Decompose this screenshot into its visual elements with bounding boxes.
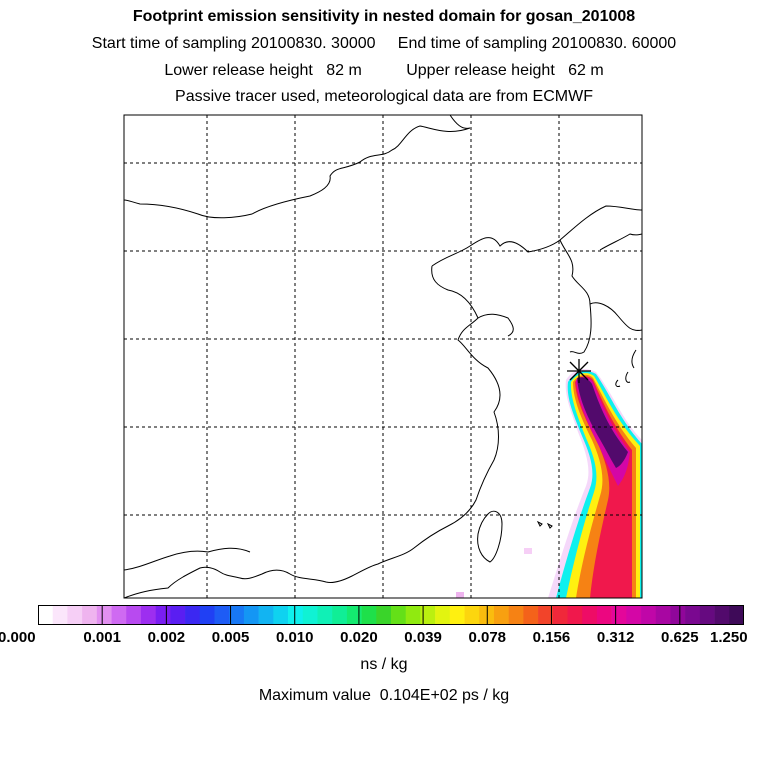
colorbar-swatch — [435, 605, 451, 625]
colorbar-swatch — [391, 605, 407, 625]
colorbar-swatch — [655, 605, 671, 625]
colorbar-swatch — [258, 605, 274, 625]
colorbar-swatch — [361, 605, 377, 625]
colorbar-swatch — [376, 605, 392, 625]
coast-china-east — [124, 265, 501, 598]
colorbar-tick-label: 0.010 — [275, 629, 314, 646]
colorbar-swatch — [273, 605, 289, 625]
colorbar-units: ns / kg — [360, 656, 408, 673]
colorbar-tick-label: 1.250 — [710, 629, 748, 646]
colorbar-swatch — [699, 605, 715, 625]
graticule — [124, 115, 642, 598]
coast-bohai — [477, 313, 514, 337]
colorbar-swatch — [685, 605, 701, 625]
colorbar-swatch — [479, 605, 495, 625]
colorbar-swatch — [243, 605, 259, 625]
hainan-and-south — [124, 547, 251, 571]
plume-speck — [524, 548, 532, 554]
colorbar-swatch — [552, 605, 568, 625]
map-frame — [123, 114, 643, 599]
plume-layer — [456, 369, 642, 598]
colorbar-swatch — [346, 605, 362, 625]
small-islands — [536, 520, 553, 529]
sampling-time-line: Start time of sampling 20100830. 30000 E… — [91, 35, 677, 52]
colorbar-tick-label: 0.000 — [0, 629, 36, 646]
colorbar-border — [38, 605, 744, 625]
colorbar-swatch — [288, 605, 304, 625]
colorbar-tick-label: 0.078 — [468, 629, 507, 646]
colorbar — [38, 605, 744, 625]
colorbar-swatch — [126, 605, 142, 625]
tracer-info-line: Passive tracer used, meteorological data… — [175, 88, 593, 105]
colorbar-tick-label: 0.039 — [404, 629, 442, 646]
colorbar-tick-label: 0.020 — [340, 629, 378, 646]
colorbar-swatch — [111, 605, 127, 625]
colorbar-swatch — [626, 605, 642, 625]
colorbar-swatch — [405, 605, 421, 625]
colorbar-swatch — [214, 605, 230, 625]
colorbar-swatch — [714, 605, 730, 625]
maximum-value-text: Maximum value 0.104E+02 ps / kg — [258, 687, 510, 704]
map-title: Footprint emission sensitivity in nested… — [132, 8, 636, 25]
border-north — [124, 115, 471, 219]
taiwan — [477, 510, 503, 563]
plume-band-red — [575, 376, 632, 598]
colorbar-swatch — [538, 605, 554, 625]
colorbar-swatch — [508, 605, 524, 625]
colorbar-swatch — [729, 605, 744, 625]
release-height-line: Lower release height 82 m Upper release … — [164, 62, 604, 79]
colorbar-swatch — [317, 605, 333, 625]
colorbar-swatch — [82, 605, 98, 625]
plume-core — [577, 377, 628, 468]
colorbar-dividers — [101, 605, 681, 625]
colorbar-tick-label: 0.002 — [147, 629, 186, 646]
colorbar-tick-label: 0.156 — [532, 629, 571, 646]
colorbar-swatch — [229, 605, 245, 625]
colorbar-tick-label: 0.005 — [211, 629, 250, 646]
colorbar-swatch — [38, 605, 54, 625]
colorbar-swatch — [464, 605, 480, 625]
colorbar-swatch — [670, 605, 686, 625]
colorbar-swatch — [420, 605, 436, 625]
plume-speck — [456, 592, 464, 598]
colorbar-tick-label: 0.312 — [596, 629, 635, 646]
colorbar-swatch — [611, 605, 627, 625]
colorbar-swatch — [449, 605, 465, 625]
colorbar-swatch — [332, 605, 348, 625]
colorbar-swatch — [199, 605, 215, 625]
colorbar-swatch — [596, 605, 612, 625]
colorbar-swatch — [582, 605, 598, 625]
colorbar-swatch — [523, 605, 539, 625]
colorbar-swatch — [67, 605, 83, 625]
coastlines — [124, 115, 642, 598]
colorbar-swatch — [493, 605, 509, 625]
japan-kyushu — [615, 349, 637, 387]
coast-korea-border — [431, 205, 642, 267]
colorbar-swatch — [52, 605, 68, 625]
colorbar-swatch — [155, 605, 171, 625]
colorbar-swatch — [641, 605, 657, 625]
colorbar-swatch — [302, 605, 318, 625]
colorbar-swatches — [38, 605, 744, 625]
colorbar-swatch — [96, 605, 112, 625]
colorbar-tick-label: 0.625 — [661, 629, 699, 646]
colorbar-swatch — [170, 605, 186, 625]
colorbar-swatch — [140, 605, 156, 625]
release-site-marker — [567, 359, 591, 383]
colorbar-swatch — [185, 605, 201, 625]
coast-korea-peninsula — [559, 233, 642, 354]
colorbar-tick-label: 0.001 — [83, 629, 121, 646]
colorbar-swatch — [567, 605, 583, 625]
